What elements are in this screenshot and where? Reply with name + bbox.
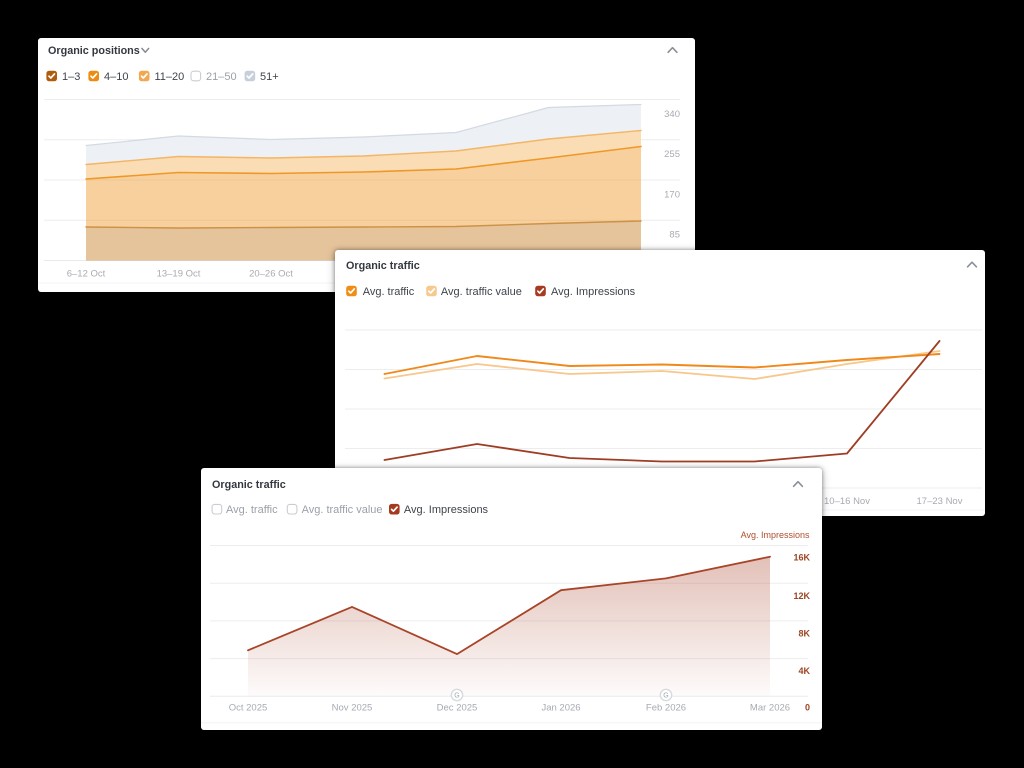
svg-text:51+: 51+ (260, 71, 279, 83)
svg-text:Organic traffic: Organic traffic (346, 260, 420, 272)
svg-text:Avg. Impressions: Avg. Impressions (741, 530, 810, 540)
svg-text:Avg. traffic value: Avg. traffic value (441, 286, 522, 298)
svg-text:20–26 Oct: 20–26 Oct (249, 269, 293, 280)
svg-text:Avg. traffic: Avg. traffic (226, 504, 278, 516)
svg-text:Mar 2026: Mar 2026 (750, 702, 790, 713)
svg-text:16K: 16K (793, 553, 810, 563)
svg-text:8K: 8K (798, 628, 810, 638)
svg-text:17–23 Nov: 17–23 Nov (917, 496, 963, 507)
svg-text:Avg. traffic: Avg. traffic (363, 286, 415, 298)
svg-text:Dec 2025: Dec 2025 (437, 702, 478, 713)
svg-text:G: G (454, 693, 459, 700)
svg-text:6–12 Oct: 6–12 Oct (67, 269, 106, 280)
svg-text:Avg. Impressions: Avg. Impressions (404, 504, 489, 516)
svg-text:4–10: 4–10 (104, 71, 128, 83)
svg-text:255: 255 (664, 149, 680, 160)
svg-text:Jan 2026: Jan 2026 (541, 702, 580, 713)
svg-text:Feb 2026: Feb 2026 (646, 702, 686, 713)
svg-text:21–50: 21–50 (206, 71, 237, 83)
svg-text:Organic traffic: Organic traffic (212, 479, 286, 491)
svg-text:Organic positions: Organic positions (48, 45, 140, 57)
svg-text:13–19 Oct: 13–19 Oct (157, 269, 201, 280)
svg-text:Nov 2025: Nov 2025 (332, 702, 373, 713)
svg-text:10–16 Nov: 10–16 Nov (824, 496, 870, 507)
svg-text:Avg. traffic value: Avg. traffic value (302, 504, 383, 516)
svg-text:G: G (663, 693, 668, 700)
svg-text:1–3: 1–3 (62, 71, 80, 83)
svg-text:4K: 4K (798, 666, 810, 676)
svg-text:12K: 12K (793, 591, 810, 601)
svg-text:170: 170 (664, 189, 680, 200)
svg-text:Avg. Impressions: Avg. Impressions (551, 286, 636, 298)
svg-text:85: 85 (669, 230, 680, 241)
svg-text:11–20: 11–20 (155, 71, 185, 83)
svg-text:0: 0 (805, 702, 810, 712)
svg-text:340: 340 (664, 109, 680, 120)
svg-text:Oct 2025: Oct 2025 (229, 702, 268, 713)
